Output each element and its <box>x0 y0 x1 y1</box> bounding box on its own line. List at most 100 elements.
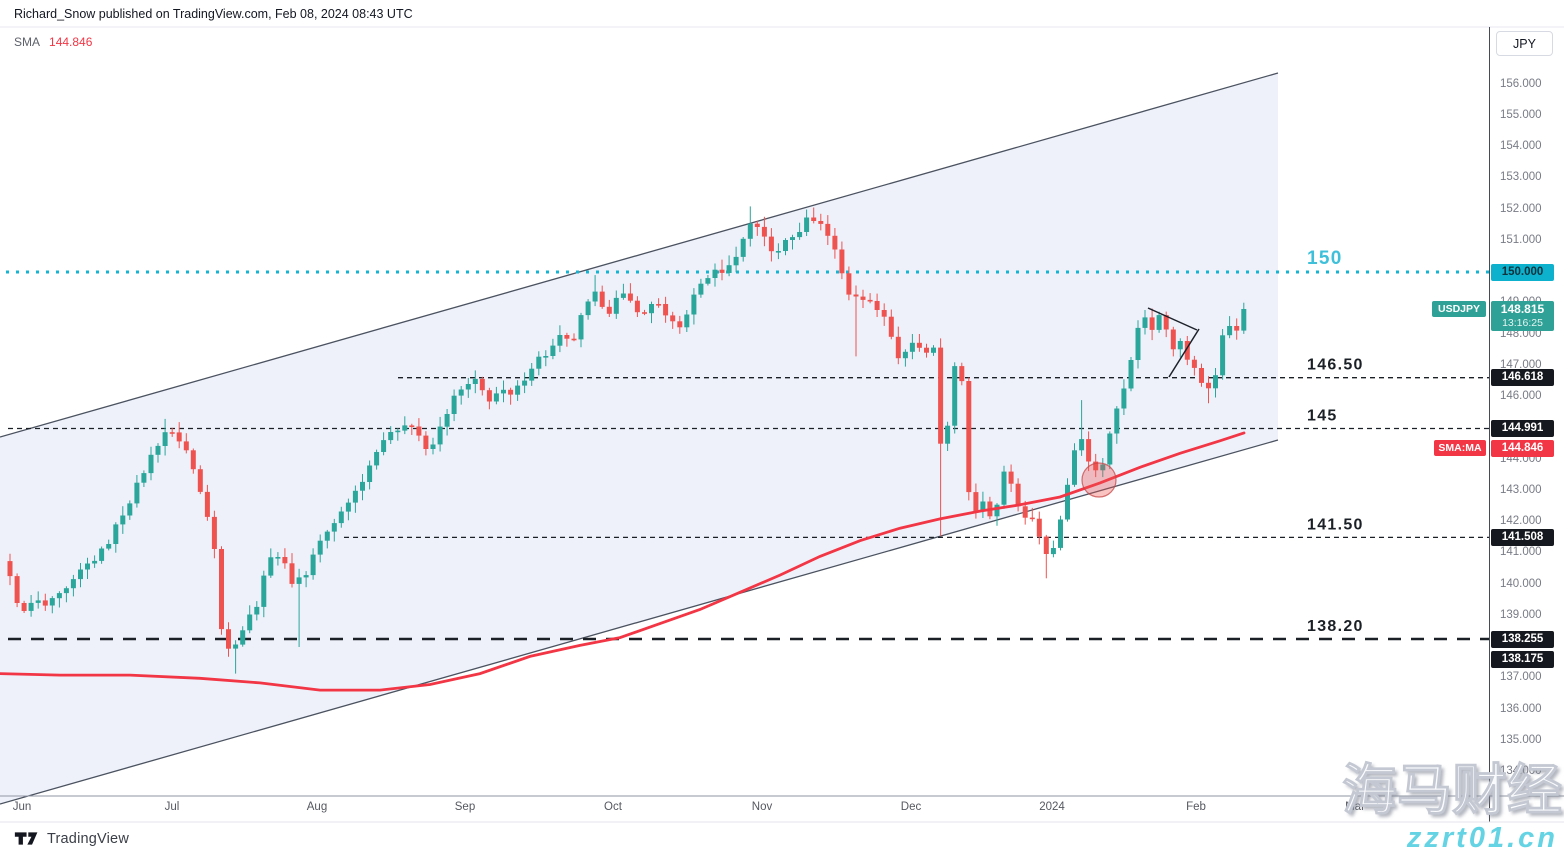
month-label: Dec <box>900 801 922 813</box>
candle <box>740 237 746 262</box>
candle <box>888 309 894 340</box>
candle <box>1036 511 1042 545</box>
candle <box>825 215 831 245</box>
month-label: Feb <box>1186 801 1206 813</box>
candle <box>49 596 55 614</box>
candle <box>1093 453 1099 478</box>
candle <box>952 362 958 434</box>
price-tick-label: 152.000 <box>1500 203 1542 215</box>
candle <box>472 370 478 394</box>
candle <box>324 529 330 549</box>
trend-channel-upper-line[interactable] <box>0 72 1279 438</box>
candle <box>804 209 810 236</box>
candle <box>1241 302 1247 334</box>
candle <box>733 246 739 273</box>
currency-toggle-button[interactable]: JPY <box>1496 31 1553 56</box>
candle <box>606 299 612 317</box>
candle <box>775 243 781 260</box>
candle <box>1008 464 1014 492</box>
candle <box>289 553 295 588</box>
candle <box>56 591 62 608</box>
highlight-circle[interactable] <box>1081 462 1117 498</box>
candle <box>211 510 217 559</box>
price-tick-label: 151.000 <box>1500 234 1542 246</box>
candle <box>240 626 246 647</box>
price-tick-label: 136.000 <box>1500 703 1542 715</box>
candle <box>501 380 506 403</box>
level-caption-141.50: 141.50 <box>1307 516 1364 533</box>
candle <box>1177 338 1183 358</box>
candle <box>134 475 140 508</box>
month-label: 2024 <box>1039 801 1065 813</box>
candle <box>21 600 27 613</box>
month-label: Sep <box>454 801 476 813</box>
candle <box>931 345 936 356</box>
candle <box>197 465 203 495</box>
candle <box>402 416 408 435</box>
candle <box>832 228 838 259</box>
trend-channel-fill <box>0 73 1278 804</box>
candle <box>853 285 859 357</box>
candle <box>564 332 570 347</box>
price-tick-label: 148.000 <box>1500 328 1542 340</box>
candle <box>162 418 168 456</box>
indicator-legend[interactable]: SMA 144.846 <box>14 35 92 49</box>
price-level-badge: 138.255 <box>1491 631 1554 648</box>
candle <box>465 377 471 398</box>
price-level-badge: 144.846 <box>1491 440 1554 457</box>
candle <box>70 574 76 597</box>
candle <box>613 290 619 319</box>
symbol-tag: USDJPY <box>1432 301 1486 317</box>
pennant-trendline-2[interactable] <box>1168 328 1200 378</box>
candle <box>522 372 528 394</box>
candle <box>1220 329 1226 380</box>
price-tick-label: 146.000 <box>1500 390 1542 402</box>
candle <box>860 289 866 308</box>
candle <box>345 498 351 521</box>
candle <box>656 298 662 308</box>
candle <box>1191 355 1197 376</box>
candle <box>120 506 126 534</box>
candle <box>458 386 464 405</box>
price-tick-label: 134.000 <box>1500 765 1542 777</box>
candle <box>155 443 161 463</box>
candle <box>768 228 774 262</box>
candle <box>296 568 302 647</box>
candle <box>395 428 401 441</box>
candle <box>148 446 154 481</box>
price-tick-label: 156.000 <box>1500 78 1542 90</box>
candle <box>895 326 901 365</box>
price-level-badge: 146.618 <box>1491 369 1554 386</box>
month-label: Oct <box>604 801 622 813</box>
candle <box>811 207 817 224</box>
candle <box>14 573 20 608</box>
price-level-badge: 150.000 <box>1491 264 1554 281</box>
candle <box>1114 406 1120 444</box>
sma-line[interactable] <box>0 431 1246 692</box>
candle <box>1086 431 1092 472</box>
sma-tag: SMA:MA <box>1434 440 1486 456</box>
indicator-name: SMA <box>14 35 41 49</box>
candle <box>261 570 267 618</box>
pennant-trendline-1[interactable] <box>1147 307 1198 331</box>
candle <box>78 563 83 588</box>
candle <box>1149 308 1155 341</box>
candle <box>515 380 521 401</box>
month-label: Nov <box>751 801 773 813</box>
candle <box>874 293 880 317</box>
level-caption-145: 145 <box>1307 408 1338 425</box>
candle <box>599 285 605 309</box>
candle <box>754 221 760 236</box>
price-tick-label: 153.000 <box>1500 171 1542 183</box>
candle <box>980 491 986 518</box>
candle <box>592 275 598 307</box>
tradingview-attribution[interactable]: TradingView <box>14 830 129 847</box>
candle <box>571 333 577 342</box>
candle <box>416 418 422 442</box>
candle <box>141 470 147 487</box>
candle <box>1184 336 1190 366</box>
candle <box>92 555 98 568</box>
month-label: Aug <box>306 801 328 813</box>
candle <box>85 557 90 579</box>
